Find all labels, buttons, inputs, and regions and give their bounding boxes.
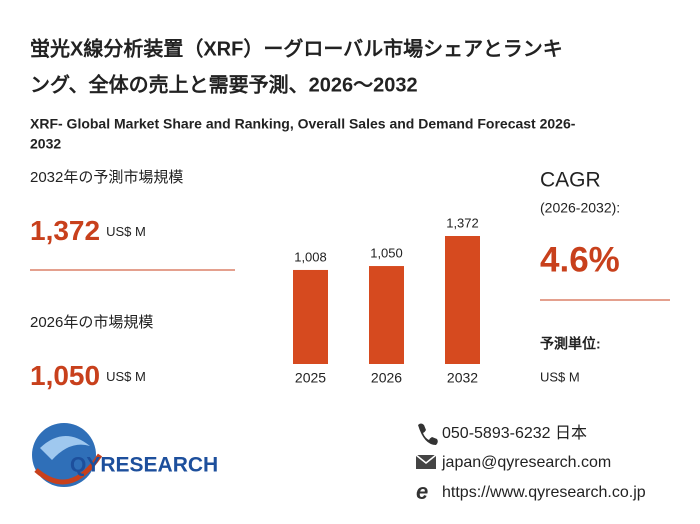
unit-value: US$ M — [540, 369, 580, 384]
logo-globe — [32, 423, 96, 487]
title-line: 蛍光X線分析装置（XRF）ーグローバル市場シェアとランキ — [30, 36, 563, 60]
cagr-period: (2026-2032): — [540, 200, 620, 216]
current-label: 2026年の市場規模 — [30, 314, 153, 331]
logo-swoosh — [34, 453, 103, 485]
x-tick-label: 2025 — [295, 370, 326, 386]
unit-label: 予測単位: — [540, 336, 601, 352]
cagr-value: 4.6% — [540, 240, 620, 279]
cagr-title: CAGR — [540, 169, 601, 192]
title-line: ング、全体の売上と需要予測、2026～2032 — [30, 72, 418, 96]
contact: 050-5893-6232 日本 japan@qyresearch.com e … — [415, 423, 646, 504]
current-unit: US$ M — [106, 369, 146, 384]
value-label: 1,372 — [446, 215, 479, 230]
subtitle-line: XRF- Global Market Share and Ranking, Ov… — [30, 116, 576, 132]
bar — [293, 269, 328, 364]
logo-land — [40, 435, 90, 460]
logo-text: QYRESEARCH — [70, 454, 218, 477]
web-icon: e — [416, 479, 428, 504]
x-tick-label: 2032 — [447, 370, 478, 386]
current-value: 1,050 — [30, 360, 100, 391]
phone-icon — [418, 423, 438, 445]
subtitle-line: 2032 — [30, 136, 61, 152]
phone: 050-5893-6232 日本 — [442, 424, 587, 442]
logo: QYRESEARCH — [32, 423, 218, 487]
bar — [445, 236, 480, 364]
bar — [369, 266, 404, 364]
value-label: 1,050 — [370, 245, 403, 260]
forecast-label: 2032年の予測市場規模 — [30, 169, 183, 186]
mail-flap — [415, 454, 437, 464]
current: 1,050 US$ M — [30, 360, 146, 391]
email: japan@qyresearch.com — [441, 454, 611, 471]
url: https://www.qyresearch.co.jp — [442, 484, 646, 501]
x-tick-label: 2026 — [371, 370, 402, 386]
forecast-unit: US$ M — [106, 224, 146, 239]
forecast: 1,372 US$ M — [30, 215, 146, 246]
forecast-value: 1,372 — [30, 215, 100, 246]
value-label: 1,008 — [294, 249, 327, 264]
